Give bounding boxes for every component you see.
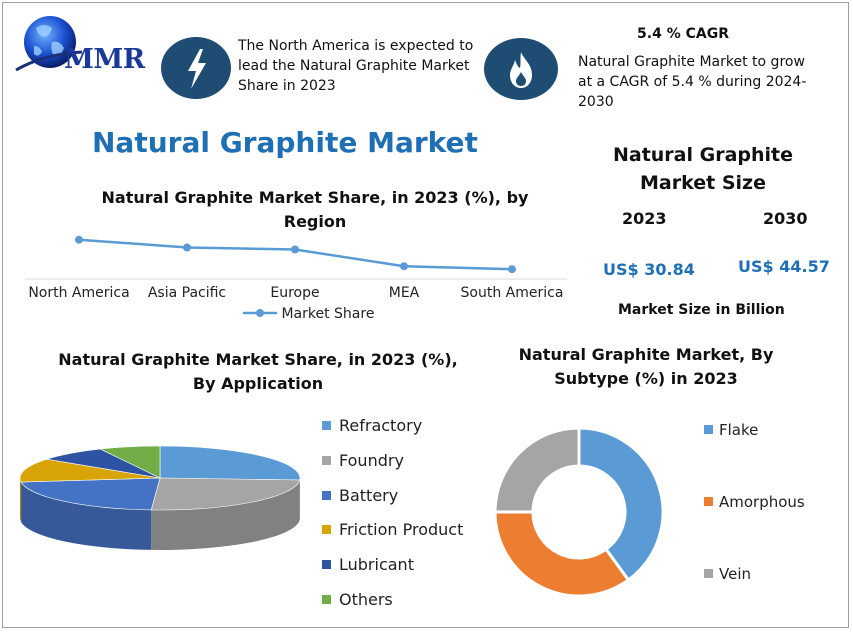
pie-slice-friction-product — [19, 458, 161, 483]
tick-europe: Europe — [270, 285, 320, 301]
legend-friction-product: Friction Product — [322, 520, 463, 539]
legend-label: Amorphous — [719, 493, 805, 511]
legend-others: Others — [322, 590, 393, 609]
flame-icon — [510, 52, 532, 88]
point-south-america — [508, 265, 516, 274]
legend-swatch — [322, 490, 331, 500]
legend-flake: Flake — [704, 421, 758, 439]
tick-mea: MEA — [388, 285, 420, 301]
logo-text: MMR — [64, 44, 145, 75]
pie-slice-battery — [20, 477, 161, 511]
lightning-icon — [188, 49, 206, 89]
legend-vein: Vein — [704, 565, 751, 583]
subtype-donut-chart — [493, 426, 665, 598]
donut-slice-vein — [493, 426, 581, 514]
donut-slice-flake — [577, 426, 665, 583]
legend-label: Lubricant — [339, 555, 414, 575]
legend-swatch — [322, 455, 331, 465]
value-2030: US$ 44.57 — [738, 257, 830, 276]
application-pie-chart — [19, 445, 301, 550]
page-title: Natural Graphite Market — [92, 126, 478, 159]
legend-amorphous: Amorphous — [704, 493, 805, 511]
pie-slice-others — [99, 445, 161, 479]
subtype-chart-title: Natural Graphite Market, By Subtype (%) … — [518, 345, 774, 388]
mmr-logo: MMR — [14, 12, 154, 84]
point-asia-pacific — [183, 243, 191, 252]
legend-lubricant: Lubricant — [322, 555, 414, 574]
tick-asia-pacific: Asia Pacific — [147, 285, 227, 301]
legend-label: Friction Product — [339, 520, 464, 540]
tick-north-america: North America — [28, 285, 130, 301]
legend-swatch — [322, 560, 331, 570]
legend-refractory: Refractory — [322, 416, 422, 435]
point-europe — [291, 245, 299, 254]
point-north-america — [75, 235, 83, 244]
legend-label: Refractory — [339, 416, 423, 435]
legend-label: Flake — [719, 421, 759, 439]
pie-side-foundry — [151, 480, 300, 550]
lightning-icon-badge — [161, 37, 231, 99]
market-size-unit: Market Size in Billion — [618, 302, 785, 318]
market-share-line — [78, 238, 513, 271]
pie-slice-refractory — [159, 445, 301, 481]
cagr-title: 5.4 % CAGR — [637, 26, 729, 42]
flame-icon-badge — [484, 38, 558, 100]
region-chart-title: Natural Graphite Market Share, in 2023 (… — [101, 188, 529, 231]
legend-swatch — [704, 425, 713, 434]
region-line-chart — [25, 235, 567, 280]
legend-swatch — [704, 569, 713, 578]
legend-label: Battery — [339, 485, 399, 505]
globe-icon — [15, 16, 83, 72]
cagr-note: Natural Graphite Market to grow at a CAG… — [578, 54, 807, 110]
legend-foundry: Foundry — [322, 451, 404, 470]
point-mea — [400, 262, 408, 271]
legend-battery: Battery — [322, 486, 398, 505]
pie-slice-foundry — [150, 477, 301, 511]
tick-south-america: South America — [460, 285, 564, 301]
legend-label: Vein — [719, 565, 751, 583]
legend-label: Foundry — [339, 450, 404, 470]
donut-slice-amorphous — [493, 510, 631, 598]
legend-swatch — [704, 497, 713, 506]
application-chart-title: Natural Graphite Market Share, in 2023 (… — [58, 350, 458, 393]
legend-label: Others — [339, 590, 393, 609]
region-legend: Market Share — [243, 306, 374, 322]
market-size-title: Natural Graphite Market Size — [612, 144, 794, 194]
value-2023: US$ 30.84 — [603, 260, 695, 279]
legend-line-marker — [243, 309, 277, 317]
legend-market-share: Market Share — [281, 306, 375, 322]
legend-swatch — [322, 421, 331, 430]
legend-swatch — [322, 595, 331, 604]
north-america-note: The North America is expected to lead th… — [238, 38, 474, 94]
year-2030: 2030 — [763, 209, 808, 228]
pie-side-friction-product — [20, 478, 22, 523]
year-2023: 2023 — [622, 209, 667, 228]
legend-swatch — [322, 525, 331, 535]
